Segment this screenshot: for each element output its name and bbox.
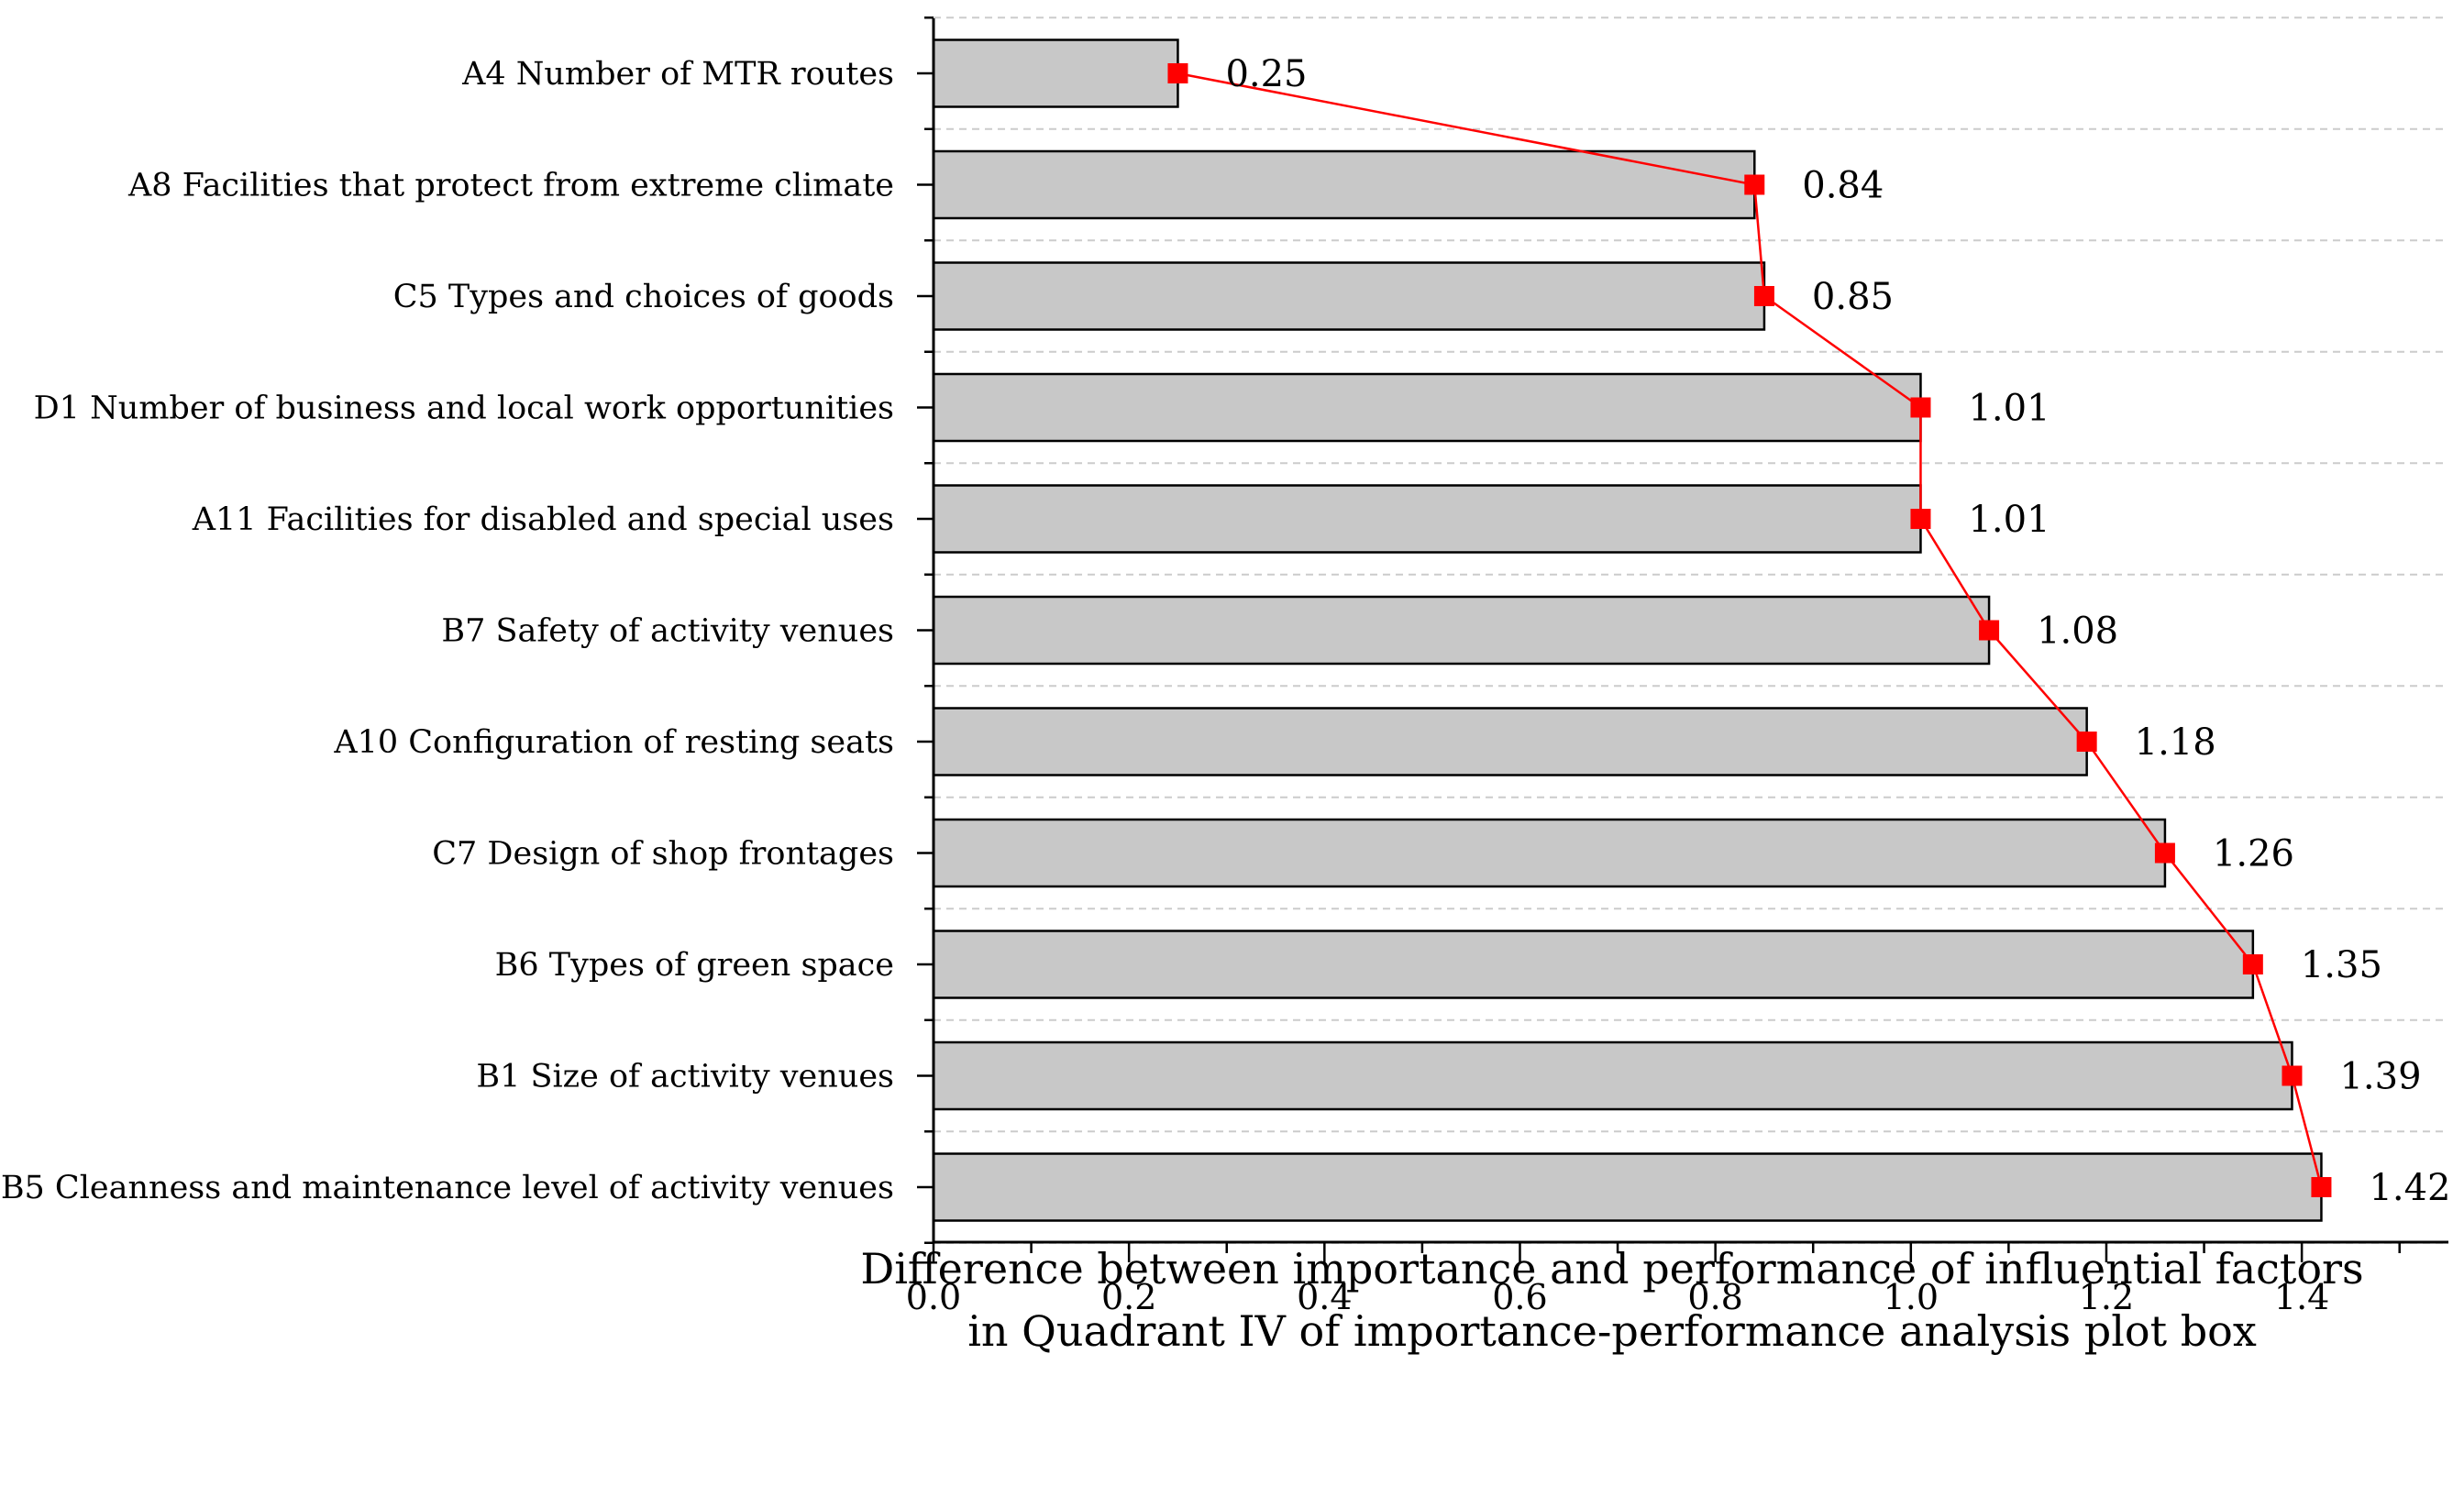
data-label: 1.26 <box>2213 833 2294 875</box>
category-label: B1 Size of activity venues <box>476 1059 894 1095</box>
data-point-marker <box>2076 732 2097 752</box>
data-point-marker <box>1167 63 1188 83</box>
category-label: B5 Cleanness and maintenance level of ac… <box>1 1170 894 1206</box>
bar <box>932 484 1922 554</box>
category-label: C5 Types and choices of goods <box>393 279 894 315</box>
data-point-marker <box>1744 174 1765 195</box>
data-point-marker <box>2242 954 2263 974</box>
category-label: A11 Facilities for disabled and special … <box>192 501 894 538</box>
bars-layer <box>932 39 2323 1222</box>
category-label: C7 Design of shop frontages <box>432 836 894 873</box>
bar <box>932 261 1766 331</box>
category-label: B7 Safety of activity venues <box>441 613 894 650</box>
x-axis-title-line-2: in Quadrant IV of importance-performance… <box>967 1306 2257 1356</box>
bar <box>932 1040 2293 1111</box>
data-label: 1.01 <box>1968 388 2050 430</box>
overlay-line-layer <box>1167 63 2332 1197</box>
data-label: 1.35 <box>2301 944 2382 986</box>
data-point-marker <box>2311 1177 2332 1197</box>
bar <box>932 372 1922 443</box>
data-point-marker <box>2154 842 2175 864</box>
data-label: 1.39 <box>2339 1056 2421 1098</box>
axes-layer <box>917 17 2448 1262</box>
data-point-marker <box>1910 509 1931 529</box>
grid-layer <box>934 17 2448 1244</box>
bar <box>932 1152 2323 1222</box>
category-label: B6 Types of green space <box>495 947 894 984</box>
bar <box>932 595 1991 666</box>
x-tick-label: 0.2 <box>1101 1277 1156 1317</box>
category-label: A8 Facilities that protect from extreme … <box>127 168 894 204</box>
data-label: 0.85 <box>1812 276 1894 318</box>
category-label: A4 Number of MTR routes <box>461 56 894 93</box>
x-tick-label: 0.6 <box>1492 1277 1547 1317</box>
bar <box>932 930 2255 999</box>
data-point-marker <box>1910 397 1931 418</box>
x-axis-title-line-1: Difference between importance and perfor… <box>860 1244 2363 1293</box>
data-label: 0.84 <box>1802 165 1884 207</box>
data-label: 1.42 <box>2369 1167 2450 1209</box>
x-tick-label: 0.0 <box>906 1277 961 1317</box>
bar <box>932 818 2167 888</box>
labels-layer: A4 Number of MTR routes A8 Facilities tha… <box>1 53 2451 1317</box>
bar <box>932 39 1179 108</box>
x-tick-label: 1.0 <box>1884 1277 1939 1317</box>
bar <box>932 149 1756 220</box>
category-label: A10 Configuration of resting seats <box>333 724 894 761</box>
x-tick-label: 0.8 <box>1687 1277 1742 1317</box>
x-tick-label: 1.4 <box>2274 1277 2329 1317</box>
bar <box>932 707 2088 776</box>
data-point-marker <box>1753 286 1774 306</box>
data-label: 0.25 <box>1225 53 1307 95</box>
data-label: 1.01 <box>1968 499 2050 541</box>
category-label: D1 Number of business and local work opp… <box>34 391 894 427</box>
data-label: 1.08 <box>2037 611 2118 653</box>
data-point-marker <box>2282 1065 2303 1086</box>
x-tick-label: 0.4 <box>1297 1277 1352 1317</box>
data-point-marker <box>1979 620 2000 641</box>
data-label: 1.18 <box>2135 721 2216 764</box>
x-tick-label: 1.2 <box>2079 1277 2134 1317</box>
